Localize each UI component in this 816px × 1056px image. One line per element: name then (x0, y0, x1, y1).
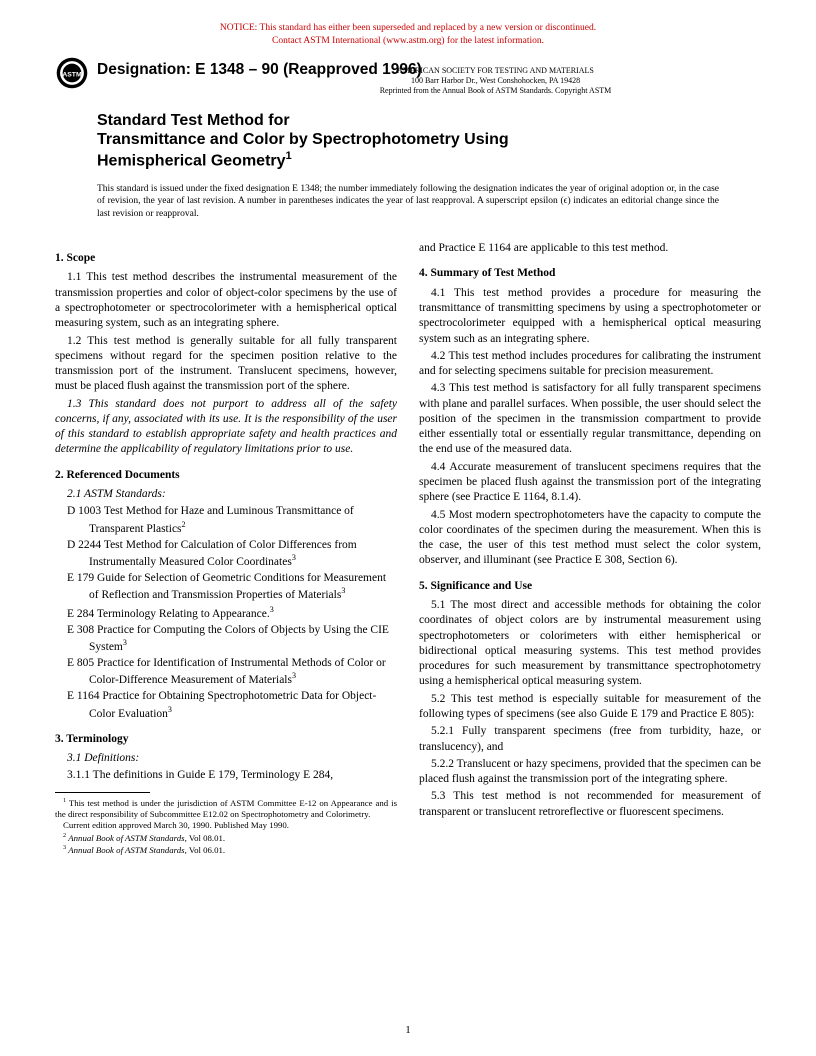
sec5-p1: 5.1 The most direct and accessible metho… (419, 598, 761, 690)
ref-e179: E 179 Guide for Selection of Geometric C… (55, 571, 397, 603)
ref-e308: E 308 Practice for Computing the Colors … (55, 623, 397, 655)
sec1-head: 1. Scope (55, 251, 397, 266)
title-l1: Standard Test Method for (97, 111, 761, 131)
sec4-p4: 4.4 Accurate measurement of translucent … (419, 460, 761, 506)
two-column-body: 1. Scope 1.1 This test method describes … (55, 241, 761, 856)
page: NOTICE: This standard has either been su… (0, 0, 816, 1056)
notice-line1: NOTICE: This standard has either been su… (220, 23, 596, 33)
fn2: 2 Annual Book of ASTM Standards, Vol 08.… (55, 832, 397, 844)
ref-d2244: D 2244 Test Method for Calculation of Co… (55, 538, 397, 570)
sec5-p2: 5.2 This test method is especially suita… (419, 692, 761, 723)
sec4-p3: 4.3 This test method is satisfactory for… (419, 381, 761, 457)
sec2-head: 2. Referenced Documents (55, 468, 397, 483)
fn1b: Current edition approved March 30, 1990.… (55, 820, 397, 831)
page-number: 1 (0, 1024, 816, 1036)
left-column: 1. Scope 1.1 This test method describes … (55, 241, 397, 856)
sec5-head: 5. Significance and Use (419, 579, 761, 594)
sec1-p3: 1.3 This standard does not purport to ad… (55, 397, 397, 458)
ref-e1164: E 1164 Practice for Obtaining Spectropho… (55, 689, 397, 721)
sec4-head: 4. Summary of Test Method (419, 266, 761, 281)
society-l1: AMERICAN SOCIETY FOR TESTING AND MATERIA… (397, 66, 594, 75)
sec5-p4: 5.2.2 Translucent or hazy specimens, pro… (419, 757, 761, 788)
fn3: 3 Annual Book of ASTM Standards, Vol 06.… (55, 844, 397, 856)
notice-line2: Contact ASTM International (www.astm.org… (272, 36, 544, 46)
society-l2: 100 Barr Harbor Dr., West Conshohocken, … (411, 76, 580, 85)
sec5-p3: 5.2.1 Fully transparent specimens (free … (419, 724, 761, 755)
footnotes: 1 This test method is under the jurisdic… (55, 797, 397, 857)
fn1: 1 This test method is under the jurisdic… (55, 797, 397, 821)
col2-lead: and Practice E 1164 are applicable to th… (419, 241, 761, 256)
footnote-rule (55, 792, 150, 793)
sec2-sub: 2.1 ASTM Standards: (55, 487, 397, 502)
sec4-p1: 4.1 This test method provides a procedur… (419, 286, 761, 347)
sec1-p1: 1.1 This test method describes the instr… (55, 270, 397, 331)
title-l3: Hemispherical Geometry1 (97, 150, 761, 171)
sec5-p5: 5.3 This test method is not recommended … (419, 789, 761, 820)
ref-d1003: D 1003 Test Method for Haze and Luminous… (55, 504, 397, 536)
svg-text:ASTM: ASTM (62, 71, 82, 78)
notice-banner: NOTICE: This standard has either been su… (55, 22, 761, 48)
sec3-sub: 3.1 Definitions: (55, 751, 397, 766)
society-l3: Reprinted from the Annual Book of ASTM S… (380, 86, 612, 95)
designation: Designation: E 1348 – 90 (Reapproved 199… (97, 61, 422, 79)
issue-note: This standard is issued under the fixed … (97, 183, 719, 221)
ref-e805: E 805 Practice for Identification of Ins… (55, 656, 397, 688)
title-block: Standard Test Method for Transmittance a… (97, 111, 761, 171)
astm-logo-icon: ASTM (55, 56, 89, 90)
sec4-p5: 4.5 Most modern spectrophotometers have … (419, 508, 761, 569)
sec4-p2: 4.2 This test method includes procedures… (419, 349, 761, 380)
sec1-p2: 1.2 This test method is generally suitab… (55, 334, 397, 395)
title-l2: Transmittance and Color by Spectrophotom… (97, 130, 761, 150)
sec3-head: 3. Terminology (55, 732, 397, 747)
right-column: and Practice E 1164 are applicable to th… (419, 241, 761, 856)
sec3-p1: 3.1.1 The definitions in Guide E 179, Te… (55, 768, 397, 783)
ref-e284: E 284 Terminology Relating to Appearance… (55, 605, 397, 622)
